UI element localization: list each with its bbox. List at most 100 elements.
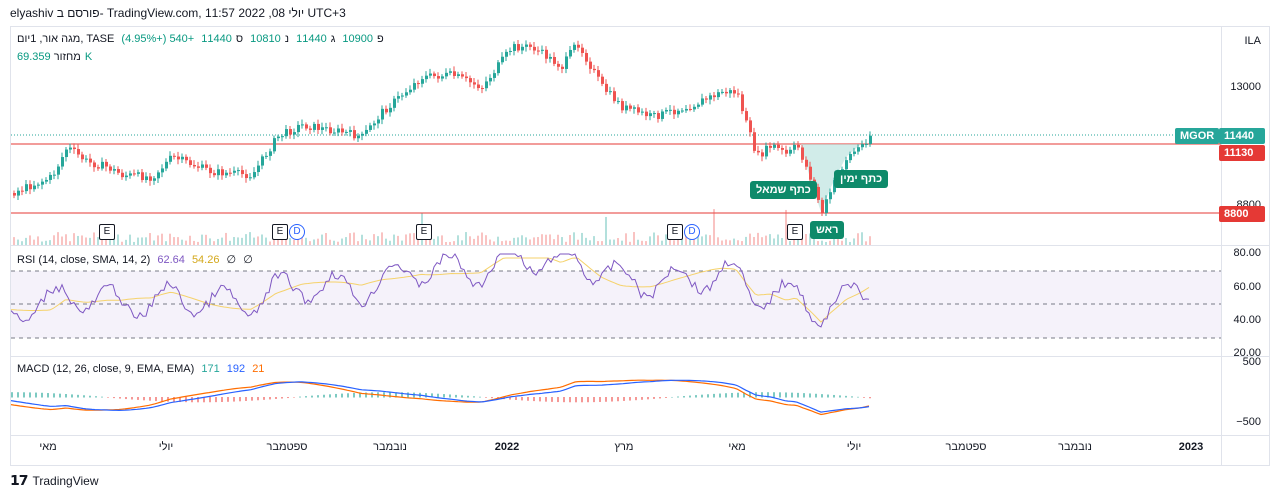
price-axis[interactable]: ILA 13000 8800 80.00 60.00 40.00 20.00 5… <box>1222 27 1269 465</box>
rsi-tick: 60.00 <box>1233 281 1261 293</box>
rsi-series <box>11 253 1221 339</box>
candle-body <box>405 92 408 96</box>
candle-body <box>757 150 760 153</box>
macd-histogram-bar <box>845 395 847 398</box>
candle-body <box>581 47 584 53</box>
candle-body <box>65 149 68 158</box>
volume-bar <box>149 233 151 245</box>
volume-bar <box>377 236 379 245</box>
volume-bar <box>785 209 787 245</box>
candle-body <box>245 174 248 179</box>
volume-bar <box>737 240 739 245</box>
candle-body <box>453 71 456 76</box>
candle-body <box>417 83 420 85</box>
candle-body <box>689 108 692 110</box>
candle-body <box>529 44 532 47</box>
volume-bar <box>105 239 107 245</box>
chart-frame[interactable]: מגה אור, 1יום, TASE פ10900 ג11440 נ10810… <box>10 26 1270 466</box>
last-price-tag: 11440 <box>1219 128 1265 144</box>
earnings-event-icon[interactable]: E <box>787 224 803 240</box>
candle-body <box>337 128 340 133</box>
candle-body <box>485 81 488 89</box>
volume-bar <box>465 232 467 245</box>
volume-bar <box>349 233 351 245</box>
candle-body <box>445 72 448 77</box>
volume-bar <box>529 239 531 245</box>
candle-body <box>729 90 732 94</box>
volume-bar <box>281 236 283 245</box>
candle-body <box>301 124 304 126</box>
volume-bar <box>533 237 535 245</box>
volume-bar <box>761 237 763 245</box>
pane-separator[interactable] <box>11 356 1269 357</box>
macd-histogram-bar <box>665 397 667 398</box>
macd-histogram-bar <box>11 392 13 398</box>
volume-bar <box>389 240 391 245</box>
macd-histogram-bar <box>77 394 79 398</box>
macd-pane[interactable]: MACD (12, 26, close, 9, EMA, EMA) 171 19… <box>11 357 1221 435</box>
earnings-event-icon[interactable]: E <box>667 224 683 240</box>
candle-body <box>777 144 780 148</box>
candle-body <box>637 107 640 113</box>
macd-histogram-bar <box>791 392 793 398</box>
volume-bar <box>757 232 759 245</box>
volume-bar <box>413 233 415 245</box>
candle-body <box>657 113 660 119</box>
candle-body <box>317 123 320 130</box>
volume-bar <box>457 235 459 245</box>
volume-bar <box>613 239 615 245</box>
dividend-event-icon[interactable]: D <box>289 224 305 240</box>
candle-body <box>413 83 416 90</box>
legend-open-label: פ <box>377 33 384 45</box>
volume-bar <box>777 234 779 245</box>
macd-histogram-bar <box>671 396 673 398</box>
candle-body <box>517 44 520 51</box>
candle-body <box>725 91 728 94</box>
macd-histogram-bar <box>431 393 433 398</box>
pane-separator[interactable] <box>11 245 1269 246</box>
volume-bar <box>625 233 627 245</box>
volume-bar <box>445 241 447 245</box>
volume-bar <box>817 241 819 245</box>
candle-body <box>117 169 120 173</box>
macd-histogram-bar <box>251 397 253 401</box>
macd-histogram-bar <box>521 397 523 401</box>
resistance-price-tag: 11130 <box>1219 145 1265 161</box>
candle-body <box>13 193 16 196</box>
volume-bar <box>485 235 487 245</box>
candle-body <box>441 76 444 79</box>
candle-body <box>865 143 868 145</box>
macd-histogram-bar <box>65 394 67 398</box>
volume-bar <box>365 239 367 245</box>
earnings-event-icon[interactable]: E <box>272 224 288 240</box>
candle-body <box>745 111 748 121</box>
time-tick: מרץ <box>614 441 634 453</box>
dividend-event-icon[interactable]: D <box>684 224 700 240</box>
macd-histogram-bar <box>695 395 697 398</box>
earnings-event-icon[interactable]: E <box>99 224 115 240</box>
earnings-event-icon[interactable]: E <box>416 224 432 240</box>
candle-body <box>137 172 140 174</box>
price-pane[interactable]: מגה אור, 1יום, TASE פ10900 ג11440 נ10810… <box>11 27 1221 245</box>
candle-body <box>653 113 656 115</box>
macd-histogram-bar <box>269 397 271 400</box>
volume-bar <box>357 241 359 245</box>
volume-label: מחזור <box>53 51 81 63</box>
candle-body <box>705 98 708 100</box>
macd-histogram-bar <box>89 395 91 398</box>
volume-bar <box>101 237 103 245</box>
volume-bar <box>829 240 831 245</box>
candle-body <box>381 108 384 120</box>
support-price-tag: 8800 <box>1219 206 1265 222</box>
volume-bar <box>749 233 751 245</box>
volume-bar <box>701 236 703 245</box>
volume-bar <box>21 241 23 245</box>
candle-body <box>481 88 484 90</box>
macd-histogram-bar <box>617 397 619 402</box>
macd-histogram-bar <box>707 394 709 398</box>
candle-body <box>141 172 144 181</box>
rsi-pane[interactable]: RSI (14, close, SMA, 14, 2) 62.64 54.26 … <box>11 246 1221 356</box>
time-axis-separator <box>11 435 1269 436</box>
candle-body <box>613 91 616 102</box>
candle-body <box>181 156 184 160</box>
